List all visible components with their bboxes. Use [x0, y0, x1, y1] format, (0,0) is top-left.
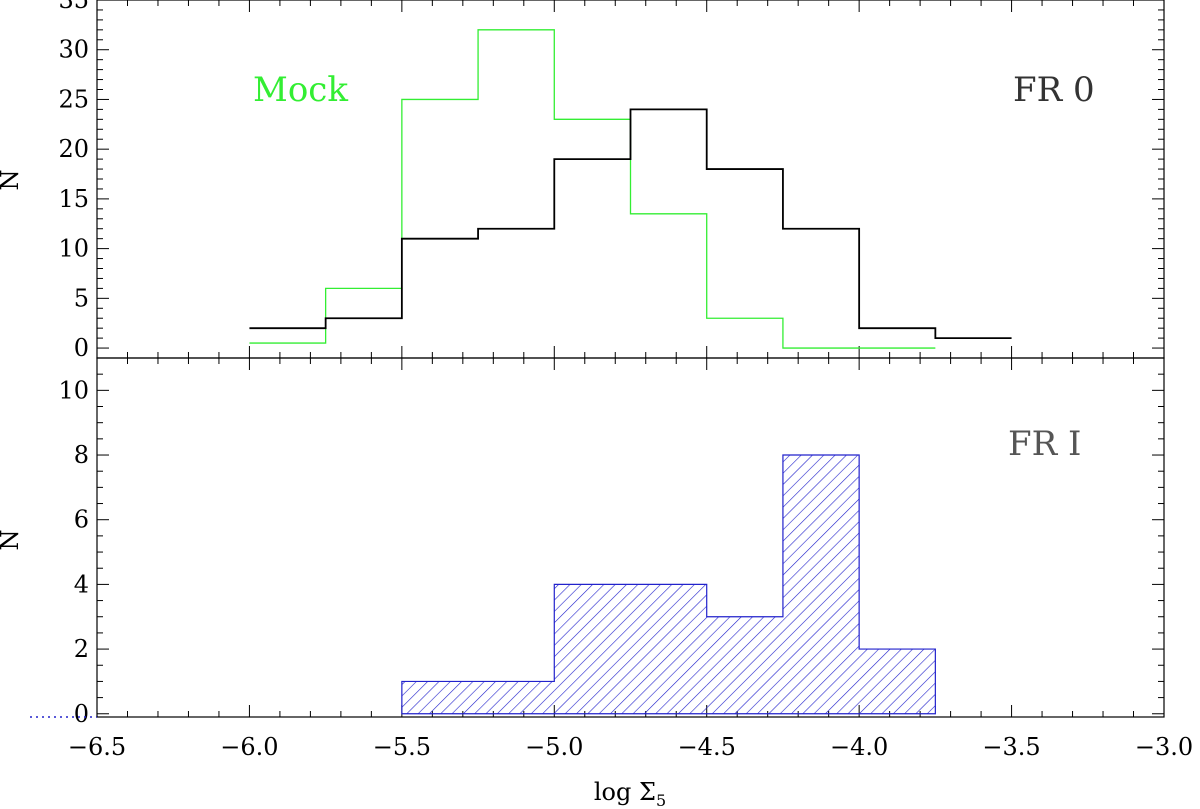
y-tick-label: 25	[58, 85, 89, 113]
series-mock-line	[249, 29, 936, 349]
x-axis-label-main: log Σ	[594, 778, 656, 806]
y-tick-label: 8	[74, 441, 89, 469]
y-tick-label: 15	[58, 185, 89, 213]
x-tick-label: −6.5	[68, 733, 126, 761]
top-series-group	[249, 29, 1012, 349]
y-tick-label: 5	[74, 284, 89, 312]
x-tick-label: −5.5	[373, 733, 431, 761]
bottom-panel: 0 2 4 6 8 10 −6.5 −6.0 −5.5 −5.0 −4.5 −4.0 −3.5 −3.0…	[0, 357, 1193, 809]
x-tick-label: −3.5	[982, 733, 1040, 761]
y-tick-label: 2	[74, 635, 89, 663]
top-panel: 0 5 10 15 20 25 30 35 N Mock FR 0	[0, 0, 1165, 370]
y-tick-label: 0	[74, 334, 89, 362]
x-axis-label: log Σ5	[594, 778, 666, 809]
x-tick-label: −4.5	[678, 733, 736, 761]
y-tick-label: 4	[74, 570, 89, 598]
y-tick-label: 10	[58, 376, 89, 404]
top-y-axis-label: N	[0, 170, 24, 191]
x-tick-label: −6.0	[220, 733, 278, 761]
y-tick-label: 6	[74, 506, 89, 534]
y-tick-label: 10	[58, 235, 89, 263]
annotation-mock: Mock	[253, 70, 348, 110]
bottom-y-axis-label: N	[0, 530, 24, 551]
x-tick-label: −5.0	[525, 733, 583, 761]
bar-fr1	[401, 681, 555, 714]
bottom-plot-frame	[96, 357, 1165, 718]
bar-fr1	[706, 616, 783, 714]
series-fr1-outline	[401, 454, 936, 715]
y-tick-label: 35	[58, 0, 89, 14]
bottom-series-group	[401, 454, 936, 715]
x-tick-label: −3.0	[1135, 733, 1193, 761]
annotation-fr1: FR I	[1008, 424, 1081, 464]
y-tick-label: 30	[58, 36, 89, 64]
bottom-y-axis: 0 2 4 6 8 10	[58, 357, 1164, 728]
series-fr0-line	[249, 108, 1012, 340]
bar-fr1	[782, 455, 860, 714]
x-axis-label-subscript: 5	[656, 791, 666, 809]
annotation-fr0: FR 0	[1013, 70, 1095, 110]
x-tick-label: −4.0	[830, 733, 888, 761]
y-tick-label: 0	[74, 700, 89, 728]
top-y-axis: 0 5 10 15 20 25 30 35	[58, 0, 1164, 362]
bar-fr1	[554, 584, 707, 714]
y-tick-label: 20	[58, 135, 89, 163]
bar-fr1	[859, 649, 936, 714]
